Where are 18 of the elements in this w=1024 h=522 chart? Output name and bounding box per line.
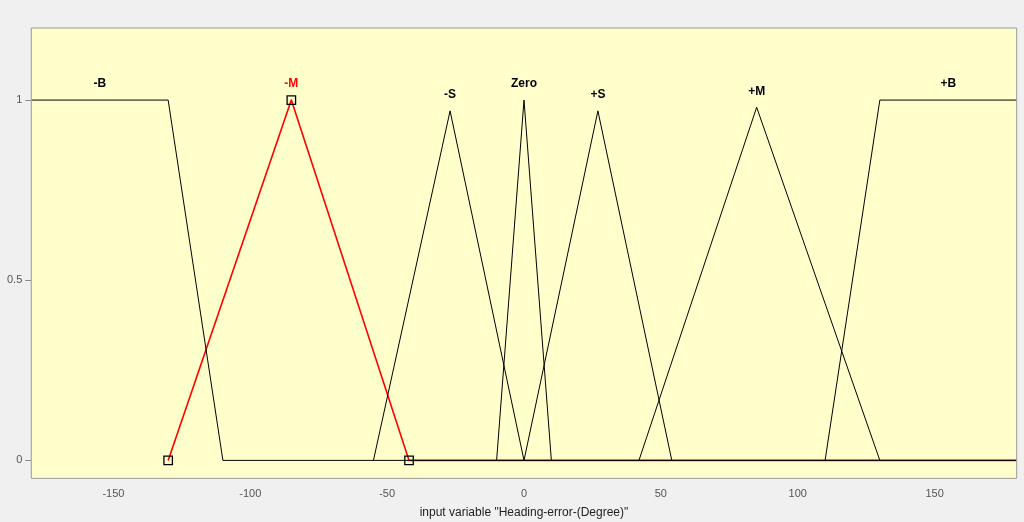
x-tick-label: -50 (379, 487, 396, 500)
series-label: -B (93, 76, 107, 91)
series-label: Zero (510, 76, 537, 91)
x-tick-label: -150 (102, 487, 125, 500)
x-tick-label: 50 (654, 487, 667, 500)
y-tick-label: 1 (16, 93, 23, 106)
x-axis-title: input variable "Heading-error-(Degree)" (419, 505, 629, 520)
y-tick-label: 0.5 (6, 273, 23, 286)
series-label: -S (444, 87, 457, 102)
series-label: +M (748, 83, 766, 98)
y-tick-label: 0 (16, 453, 23, 466)
x-tick-label: 150 (925, 487, 944, 500)
x-tick-label: 0 (520, 487, 528, 500)
x-tick-label: 100 (788, 487, 807, 500)
x-tick-label: -100 (239, 487, 262, 500)
series-label: +S (590, 87, 606, 102)
series-label: +B (940, 76, 957, 91)
series-label: -M (284, 76, 299, 91)
